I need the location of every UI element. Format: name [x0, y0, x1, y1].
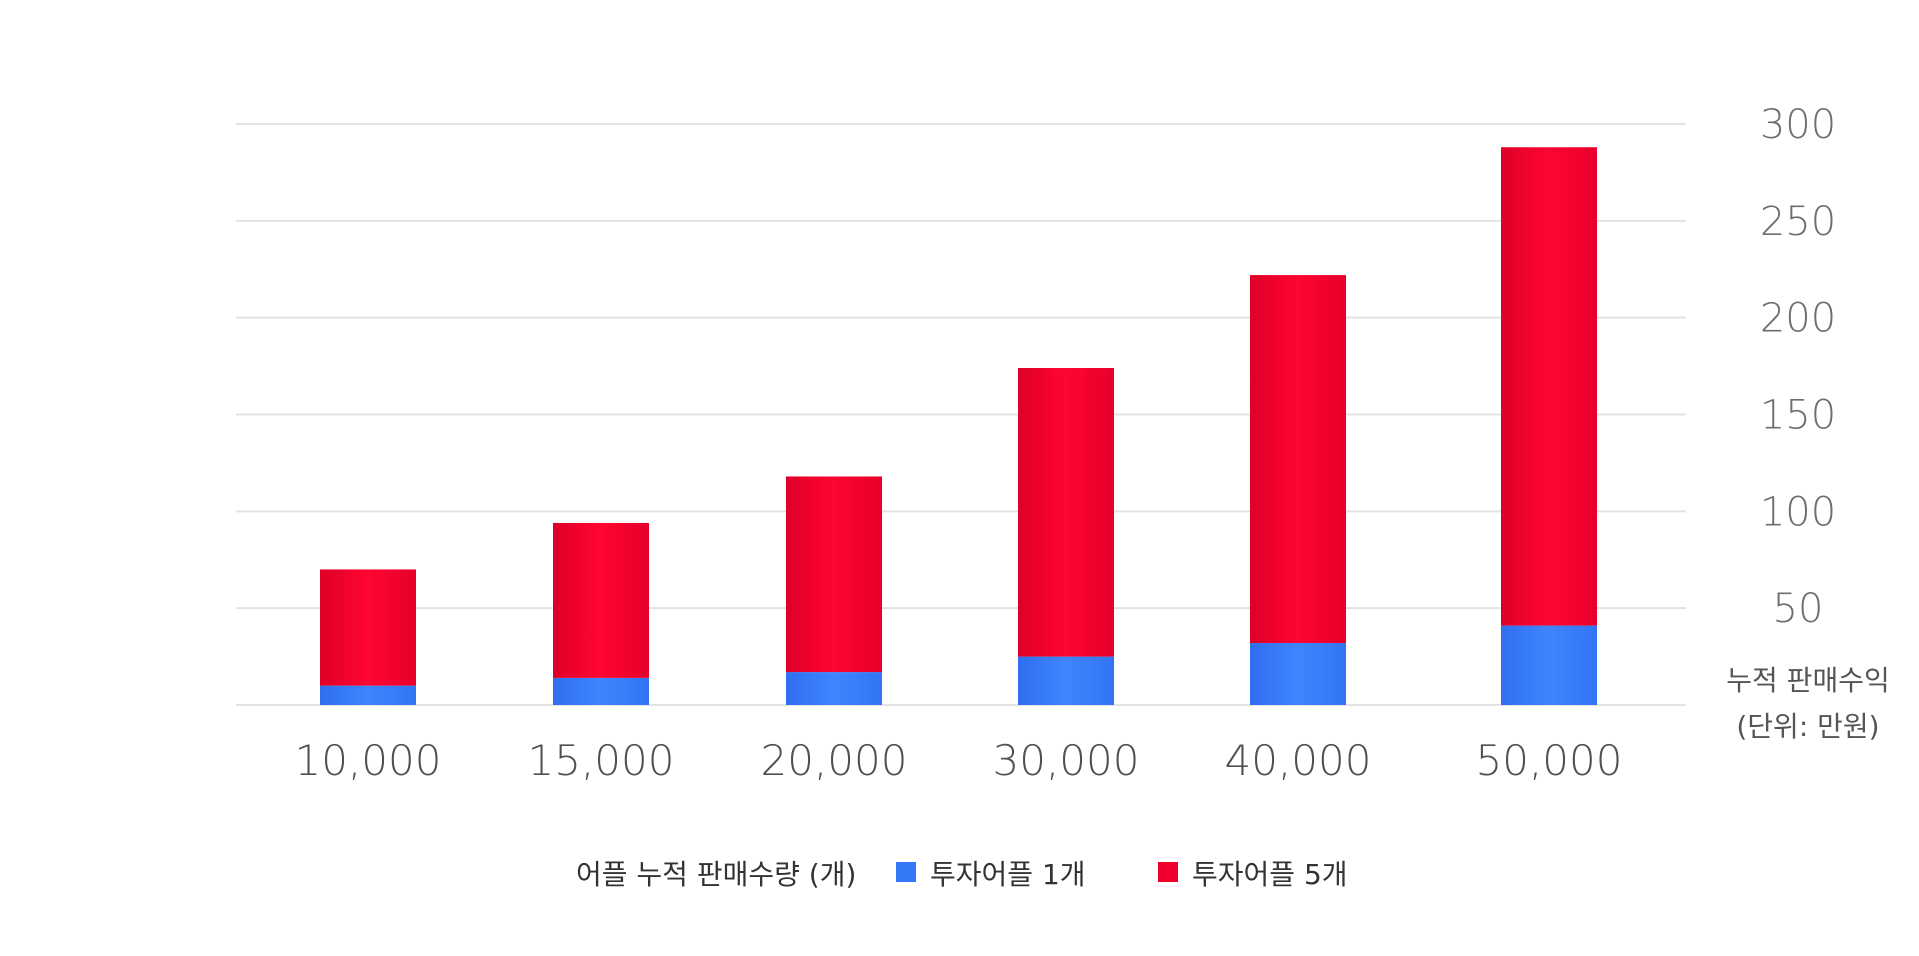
legend: 어플 누적 판매수량 (개) 투자어플 1개 투자어플 5개: [576, 858, 1348, 891]
legend-title: 어플 누적 판매수량 (개): [576, 858, 856, 891]
x-tick-label: 20,000: [761, 736, 908, 785]
y-tick-label: 300: [1760, 102, 1836, 148]
bar-segment-series-1: [786, 672, 882, 705]
legend-label-series-2: 투자어플 5개: [1192, 858, 1348, 891]
bar-segment-series-2: [1018, 368, 1114, 657]
bar-segment-series-1: [553, 677, 649, 705]
y-axis-ticks: 300 250 200 150 100 50: [1760, 102, 1836, 632]
bars: [320, 147, 1597, 705]
y-tick-label: 150: [1760, 393, 1836, 439]
bar-segment-series-2: [1250, 275, 1346, 644]
x-tick-label: 10,000: [295, 736, 442, 785]
y-axis-title-line1: 누적 판매수익: [1726, 664, 1889, 697]
y-tick-label: 200: [1760, 296, 1836, 342]
gridlines: [236, 123, 1686, 706]
y-tick-label: 100: [1760, 489, 1836, 535]
bar-segment-series-1: [1501, 625, 1597, 705]
y-tick-label: 250: [1760, 199, 1836, 245]
bar-segment-series-1: [1250, 643, 1346, 705]
x-tick-label: 15,000: [528, 736, 675, 785]
x-tick-label: 50,000: [1476, 736, 1623, 785]
bar-segment-series-2: [553, 522, 649, 678]
bar-segment-series-2: [786, 476, 882, 673]
x-tick-label: 30,000: [993, 736, 1140, 785]
legend-label-series-1: 투자어플 1개: [930, 858, 1086, 891]
bar-segment-series-1: [320, 685, 416, 705]
bar-segment-series-2: [320, 569, 416, 686]
legend-swatch-series-2: [1158, 862, 1178, 882]
y-axis-title: 누적 판매수익 (단위: 만원): [1726, 664, 1889, 743]
bar-segment-series-1: [1018, 656, 1114, 705]
y-axis-title-line2: (단위: 만원): [1736, 710, 1879, 743]
y-tick-label: 50: [1773, 586, 1824, 632]
x-tick-label: 40,000: [1225, 736, 1372, 785]
bar-segment-series-2: [1501, 147, 1597, 626]
legend-swatch-series-1: [896, 862, 916, 882]
x-axis-ticks: 10,000 15,000 20,000 30,000 40,000 50,00…: [295, 736, 1623, 785]
